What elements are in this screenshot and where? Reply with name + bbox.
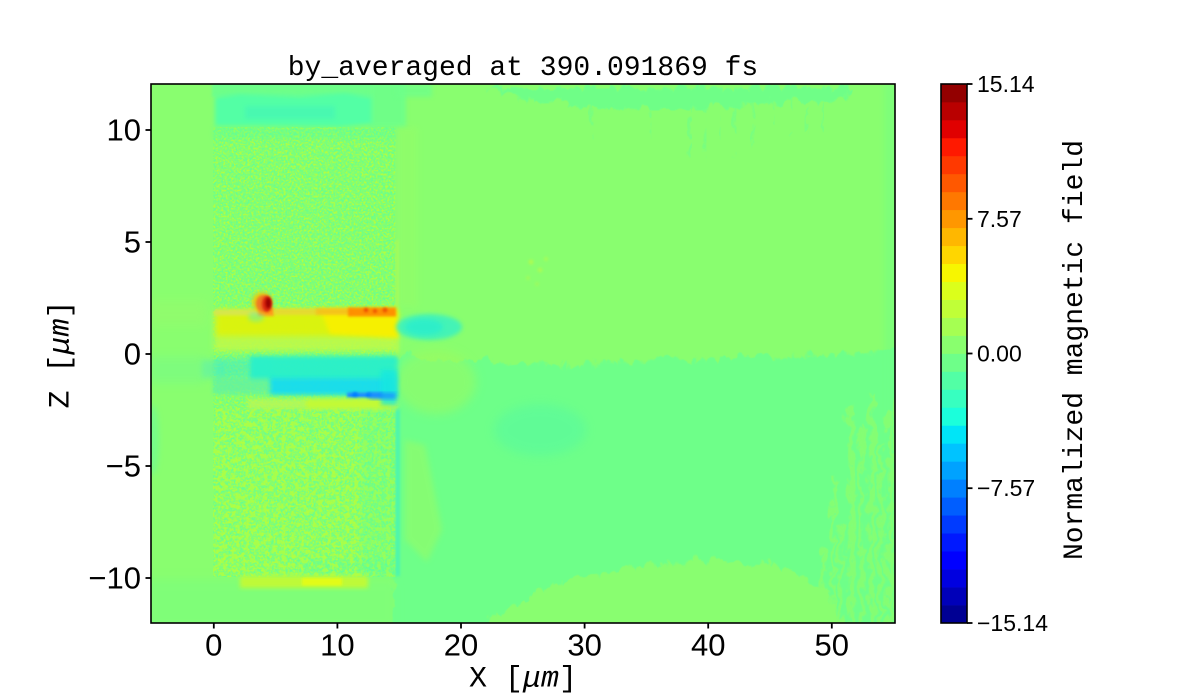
svg-text:−7.57: −7.57 <box>977 475 1035 501</box>
svg-text:50: 50 <box>815 628 849 663</box>
svg-text:−5: −5 <box>106 449 141 484</box>
svg-text:Z [μm]: Z [μm] <box>45 300 79 408</box>
svg-text:0.00: 0.00 <box>977 341 1022 367</box>
svg-text:10: 10 <box>320 628 354 663</box>
svg-text:Normalized magnetic field: Normalized magnetic field <box>1060 140 1091 560</box>
svg-text:5: 5 <box>124 225 141 260</box>
svg-text:by_averaged at 390.091869 fs: by_averaged at 390.091869 fs <box>288 53 758 84</box>
svg-text:−10: −10 <box>88 561 141 596</box>
svg-text:15.14: 15.14 <box>977 71 1035 97</box>
svg-text:0: 0 <box>124 337 141 372</box>
svg-text:7.57: 7.57 <box>977 206 1022 232</box>
svg-text:40: 40 <box>691 628 725 663</box>
svg-text:10: 10 <box>107 113 141 148</box>
svg-text:30: 30 <box>567 628 601 663</box>
svg-text:−15.14: −15.14 <box>977 610 1048 636</box>
svg-text:20: 20 <box>444 628 478 663</box>
svg-text:X [μm]: X [μm] <box>469 663 577 697</box>
svg-text:0: 0 <box>205 628 222 663</box>
